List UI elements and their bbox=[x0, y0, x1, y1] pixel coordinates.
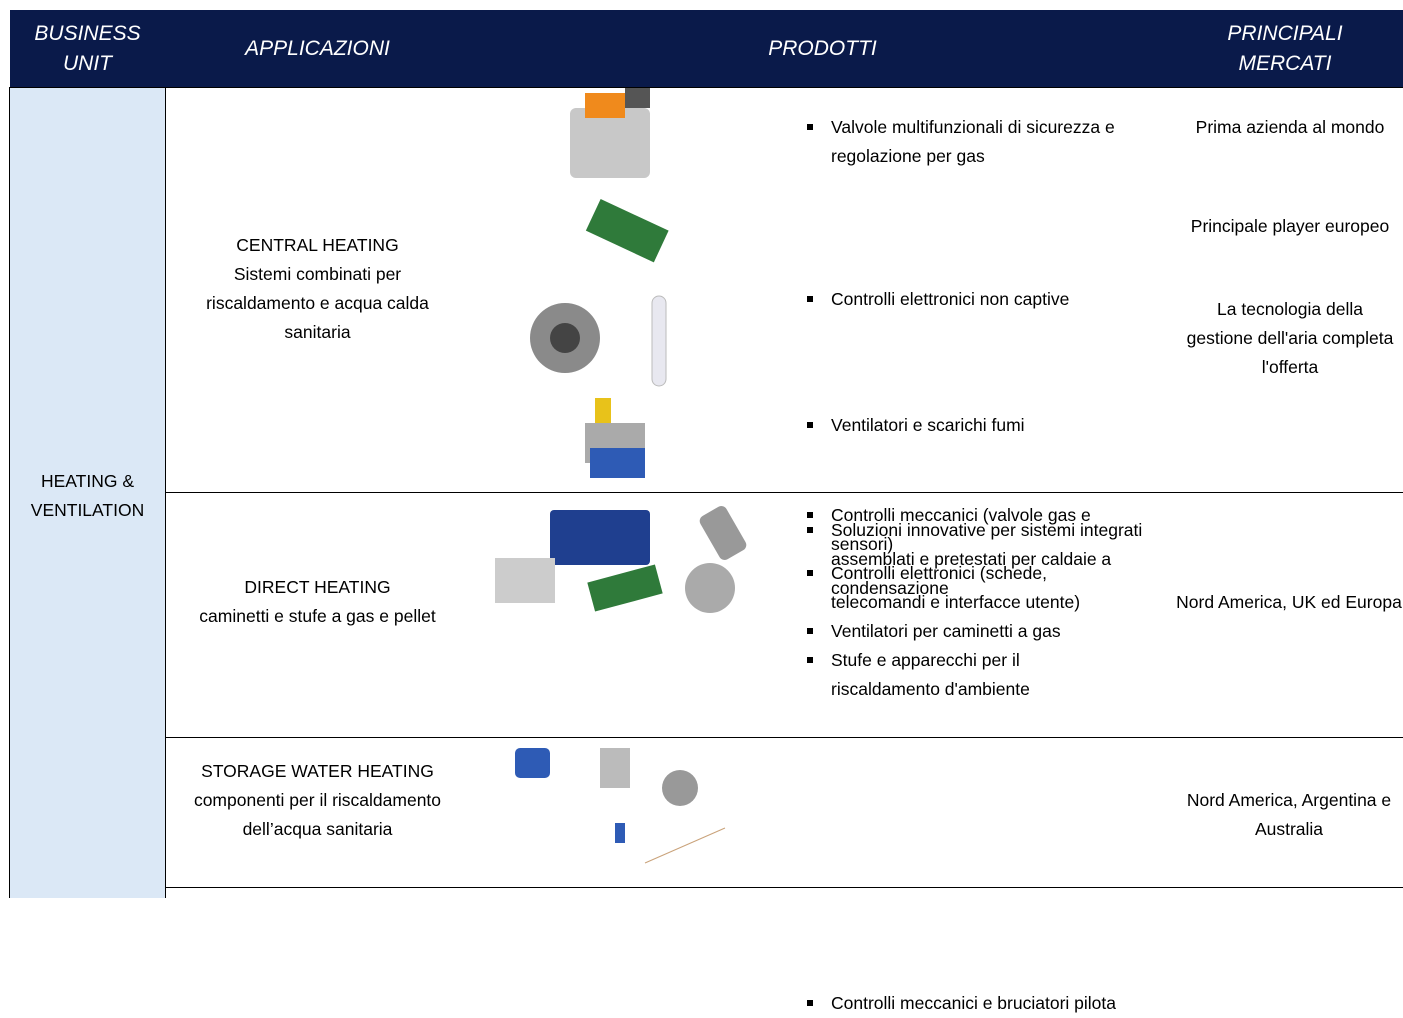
img-system bbox=[595, 398, 611, 423]
product-list: Controlli meccanici (valvole gas e senso… bbox=[803, 501, 1123, 704]
img-valve bbox=[585, 93, 625, 118]
img-devices bbox=[550, 510, 650, 565]
product: Soluzioni innovative per sistemi integra… bbox=[803, 516, 1151, 603]
product: Controlli elettronici (schede, telecoman… bbox=[803, 559, 1123, 617]
bu-cell bbox=[10, 87, 165, 898]
header-bar bbox=[10, 10, 1403, 87]
img-fan bbox=[685, 563, 735, 613]
img-valve bbox=[570, 108, 650, 178]
border bbox=[10, 87, 1403, 88]
img-system bbox=[590, 448, 645, 478]
header-cell: APPLICAZIONI bbox=[245, 36, 390, 60]
header-cell: PRODOTTI bbox=[768, 36, 877, 60]
img-pipe bbox=[651, 295, 667, 387]
border bbox=[165, 492, 1403, 493]
img-fan bbox=[550, 323, 580, 353]
app-title: STORAGE WATER HEATING bbox=[201, 761, 434, 781]
img-pilot bbox=[615, 823, 625, 843]
product: Controlli meccanici e bruciatori pilota bbox=[803, 989, 1151, 1018]
img-burner bbox=[662, 770, 698, 806]
page: {"header":{"business_unit":"BUSINESS UNI… bbox=[9, 10, 1403, 1013]
img-board bbox=[585, 198, 669, 263]
app-desc: componenti per il riscaldamento dell’acq… bbox=[193, 790, 442, 839]
product: Ventilatori per caminetti a gas bbox=[803, 617, 1123, 646]
header-cell: BUSINESS UNIT bbox=[34, 21, 141, 75]
img-thermo bbox=[515, 748, 550, 778]
border bbox=[9, 87, 10, 898]
business-unit: HEATING & VENTILATION bbox=[30, 471, 145, 520]
border bbox=[165, 887, 1403, 888]
market: Nord America, UK ed Europa bbox=[1176, 592, 1402, 612]
app-title: CENTRAL HEATING bbox=[236, 235, 399, 255]
market: La tecnologia della gestione dell'aria c… bbox=[1186, 299, 1394, 377]
app: STORAGE WATER HEATING componenti per il r… bbox=[175, 757, 460, 844]
product: Stufe e apparecchi per il riscaldamento … bbox=[803, 646, 1123, 704]
market: Principale player europeo bbox=[1190, 216, 1390, 236]
app: DIRECT HEATING caminetti e stufe a gas e … bbox=[195, 573, 440, 631]
product: Valvole multifunzionali di sicurezza e r… bbox=[803, 113, 1151, 171]
app-title: DIRECT HEATING bbox=[244, 577, 391, 597]
market: Nord America, Argentina e Australia bbox=[1186, 790, 1392, 839]
img-control bbox=[600, 748, 630, 788]
app-desc: Sistemi combinati per riscaldamento e ac… bbox=[206, 264, 429, 342]
market: Prima azienda al mondo bbox=[1195, 117, 1385, 137]
img-remote bbox=[699, 506, 747, 560]
product: Controlli meccanici (valvole gas e senso… bbox=[803, 501, 1123, 559]
app: CENTRAL HEATING Sistemi combinati per ris… bbox=[195, 231, 440, 347]
img-board bbox=[587, 564, 663, 612]
header-cell: PRINCIPALI MERCATI bbox=[1227, 21, 1343, 75]
app-desc: caminetti e stufe a gas e pellet bbox=[199, 606, 436, 626]
border bbox=[165, 737, 1403, 738]
img-wire bbox=[644, 827, 726, 864]
product-images bbox=[495, 88, 747, 864]
product: Controlli elettronici non captive bbox=[803, 285, 1161, 314]
img-valves bbox=[495, 558, 555, 603]
img-valve bbox=[625, 88, 650, 108]
product: Ventilatori e scarichi fumi bbox=[803, 411, 1151, 440]
